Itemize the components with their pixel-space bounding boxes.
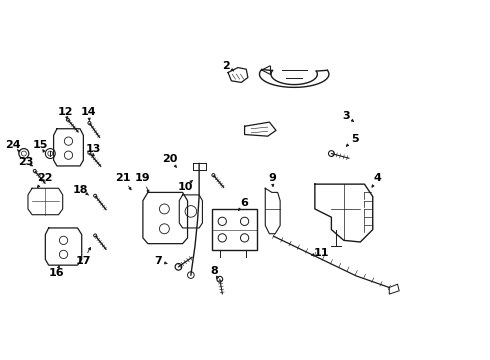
Text: 7: 7 <box>154 256 162 266</box>
Text: 2: 2 <box>221 61 229 71</box>
Text: 13: 13 <box>86 144 101 154</box>
Text: 22: 22 <box>37 174 52 183</box>
Text: 6: 6 <box>241 198 248 208</box>
Text: 4: 4 <box>374 174 382 183</box>
Text: 18: 18 <box>73 185 89 195</box>
Text: 15: 15 <box>33 140 48 150</box>
Text: 20: 20 <box>163 154 178 164</box>
Text: 12: 12 <box>57 107 73 117</box>
Text: 21: 21 <box>115 174 131 183</box>
Text: 16: 16 <box>49 267 65 278</box>
Text: 1: 1 <box>489 66 490 76</box>
Text: 17: 17 <box>75 256 91 266</box>
Text: 8: 8 <box>210 266 218 276</box>
Text: 3: 3 <box>343 111 350 121</box>
Text: 9: 9 <box>268 174 276 183</box>
Text: 14: 14 <box>80 107 96 117</box>
Text: 23: 23 <box>18 157 33 167</box>
Text: 5: 5 <box>351 134 358 144</box>
Text: 19: 19 <box>135 174 151 183</box>
Text: 24: 24 <box>5 140 21 150</box>
Text: 10: 10 <box>177 181 193 192</box>
Text: 11: 11 <box>314 248 329 258</box>
Bar <box>212 209 257 250</box>
